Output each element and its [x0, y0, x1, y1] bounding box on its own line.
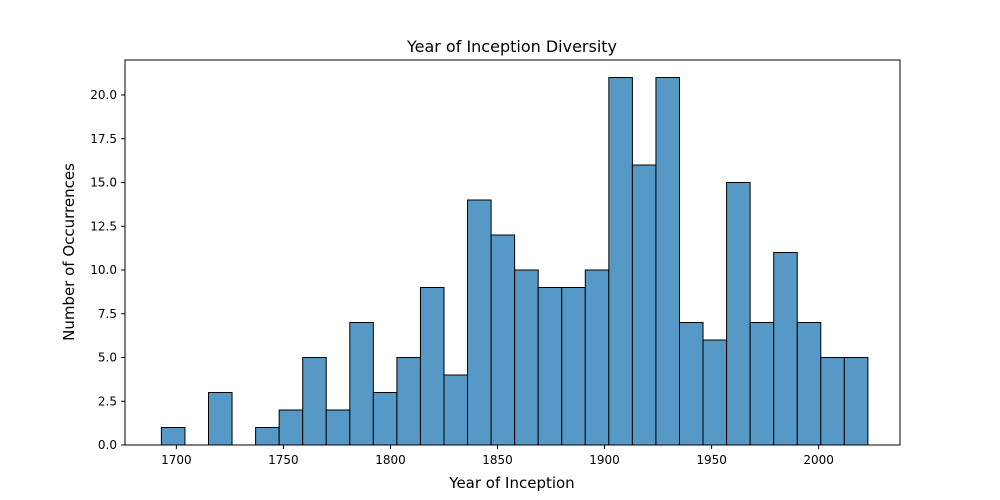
histogram-bar-24 [726, 182, 751, 446]
histogram-bar-10 [396, 357, 421, 446]
histogram-bar-29 [843, 357, 869, 446]
histogram-bar-7 [325, 409, 351, 446]
histogram-bar-8 [349, 322, 374, 446]
y-tick-label: 0.0 [98, 438, 117, 452]
histogram-bar-26 [773, 252, 798, 446]
y-tick-label: 2.5 [98, 394, 117, 408]
histogram-bar-23 [702, 339, 728, 446]
histogram-bar-4 [255, 427, 280, 446]
histogram-bar-22 [678, 322, 704, 446]
y-tick-label: 20.0 [90, 88, 117, 102]
chart-title: Year of Inception Diversity [406, 37, 617, 56]
x-tick-label: 1800 [375, 453, 406, 467]
y-tick-label: 15.0 [90, 176, 117, 190]
histogram-bar-16 [537, 287, 563, 446]
x-tick-label: 1950 [696, 453, 727, 467]
x-tick-label: 1850 [482, 453, 513, 467]
bars-group [160, 77, 869, 446]
y-axis-label: Number of Occurrences [60, 163, 78, 341]
histogram-bar-17 [561, 287, 586, 446]
histogram-bar-5 [278, 409, 304, 446]
histogram-bar-18 [584, 269, 610, 446]
x-tick-label: 1900 [589, 453, 620, 467]
histogram-bar-2 [207, 392, 233, 446]
histogram-bar-14 [490, 234, 516, 446]
y-tick-label: 5.0 [98, 351, 117, 365]
histogram-bar-25 [749, 322, 775, 446]
x-axis: 1700 1750 1800 1850 1900 1950 2000 [161, 445, 834, 467]
histogram-bar-13 [467, 199, 492, 446]
histogram-bar-27 [796, 322, 822, 446]
histogram-bar-15 [514, 269, 539, 446]
y-axis: 0.0 2.5 5.0 7.5 10.0 12.5 15.0 17.5 20.0 [90, 88, 125, 452]
histogram-bar-12 [443, 374, 469, 446]
histogram-bar-11 [419, 287, 445, 446]
x-axis-label: Year of Inception [448, 474, 574, 492]
histogram-bar-6 [302, 357, 327, 446]
x-tick-label: 1700 [161, 453, 192, 467]
histogram-bar-28 [820, 357, 845, 446]
histogram-bar-20 [631, 164, 657, 446]
histogram-bar-21 [655, 77, 680, 446]
y-tick-label: 10.0 [90, 263, 117, 277]
x-tick-label: 1750 [268, 453, 299, 467]
x-tick-label: 2000 [803, 453, 834, 467]
y-tick-label: 17.5 [90, 132, 117, 146]
histogram-bar-9 [372, 392, 398, 446]
y-tick-label: 7.5 [98, 307, 117, 321]
histogram-bar-19 [608, 77, 633, 446]
histogram-bar-0 [160, 427, 186, 446]
y-tick-label: 12.5 [90, 219, 117, 233]
plot-frame [124, 59, 901, 446]
